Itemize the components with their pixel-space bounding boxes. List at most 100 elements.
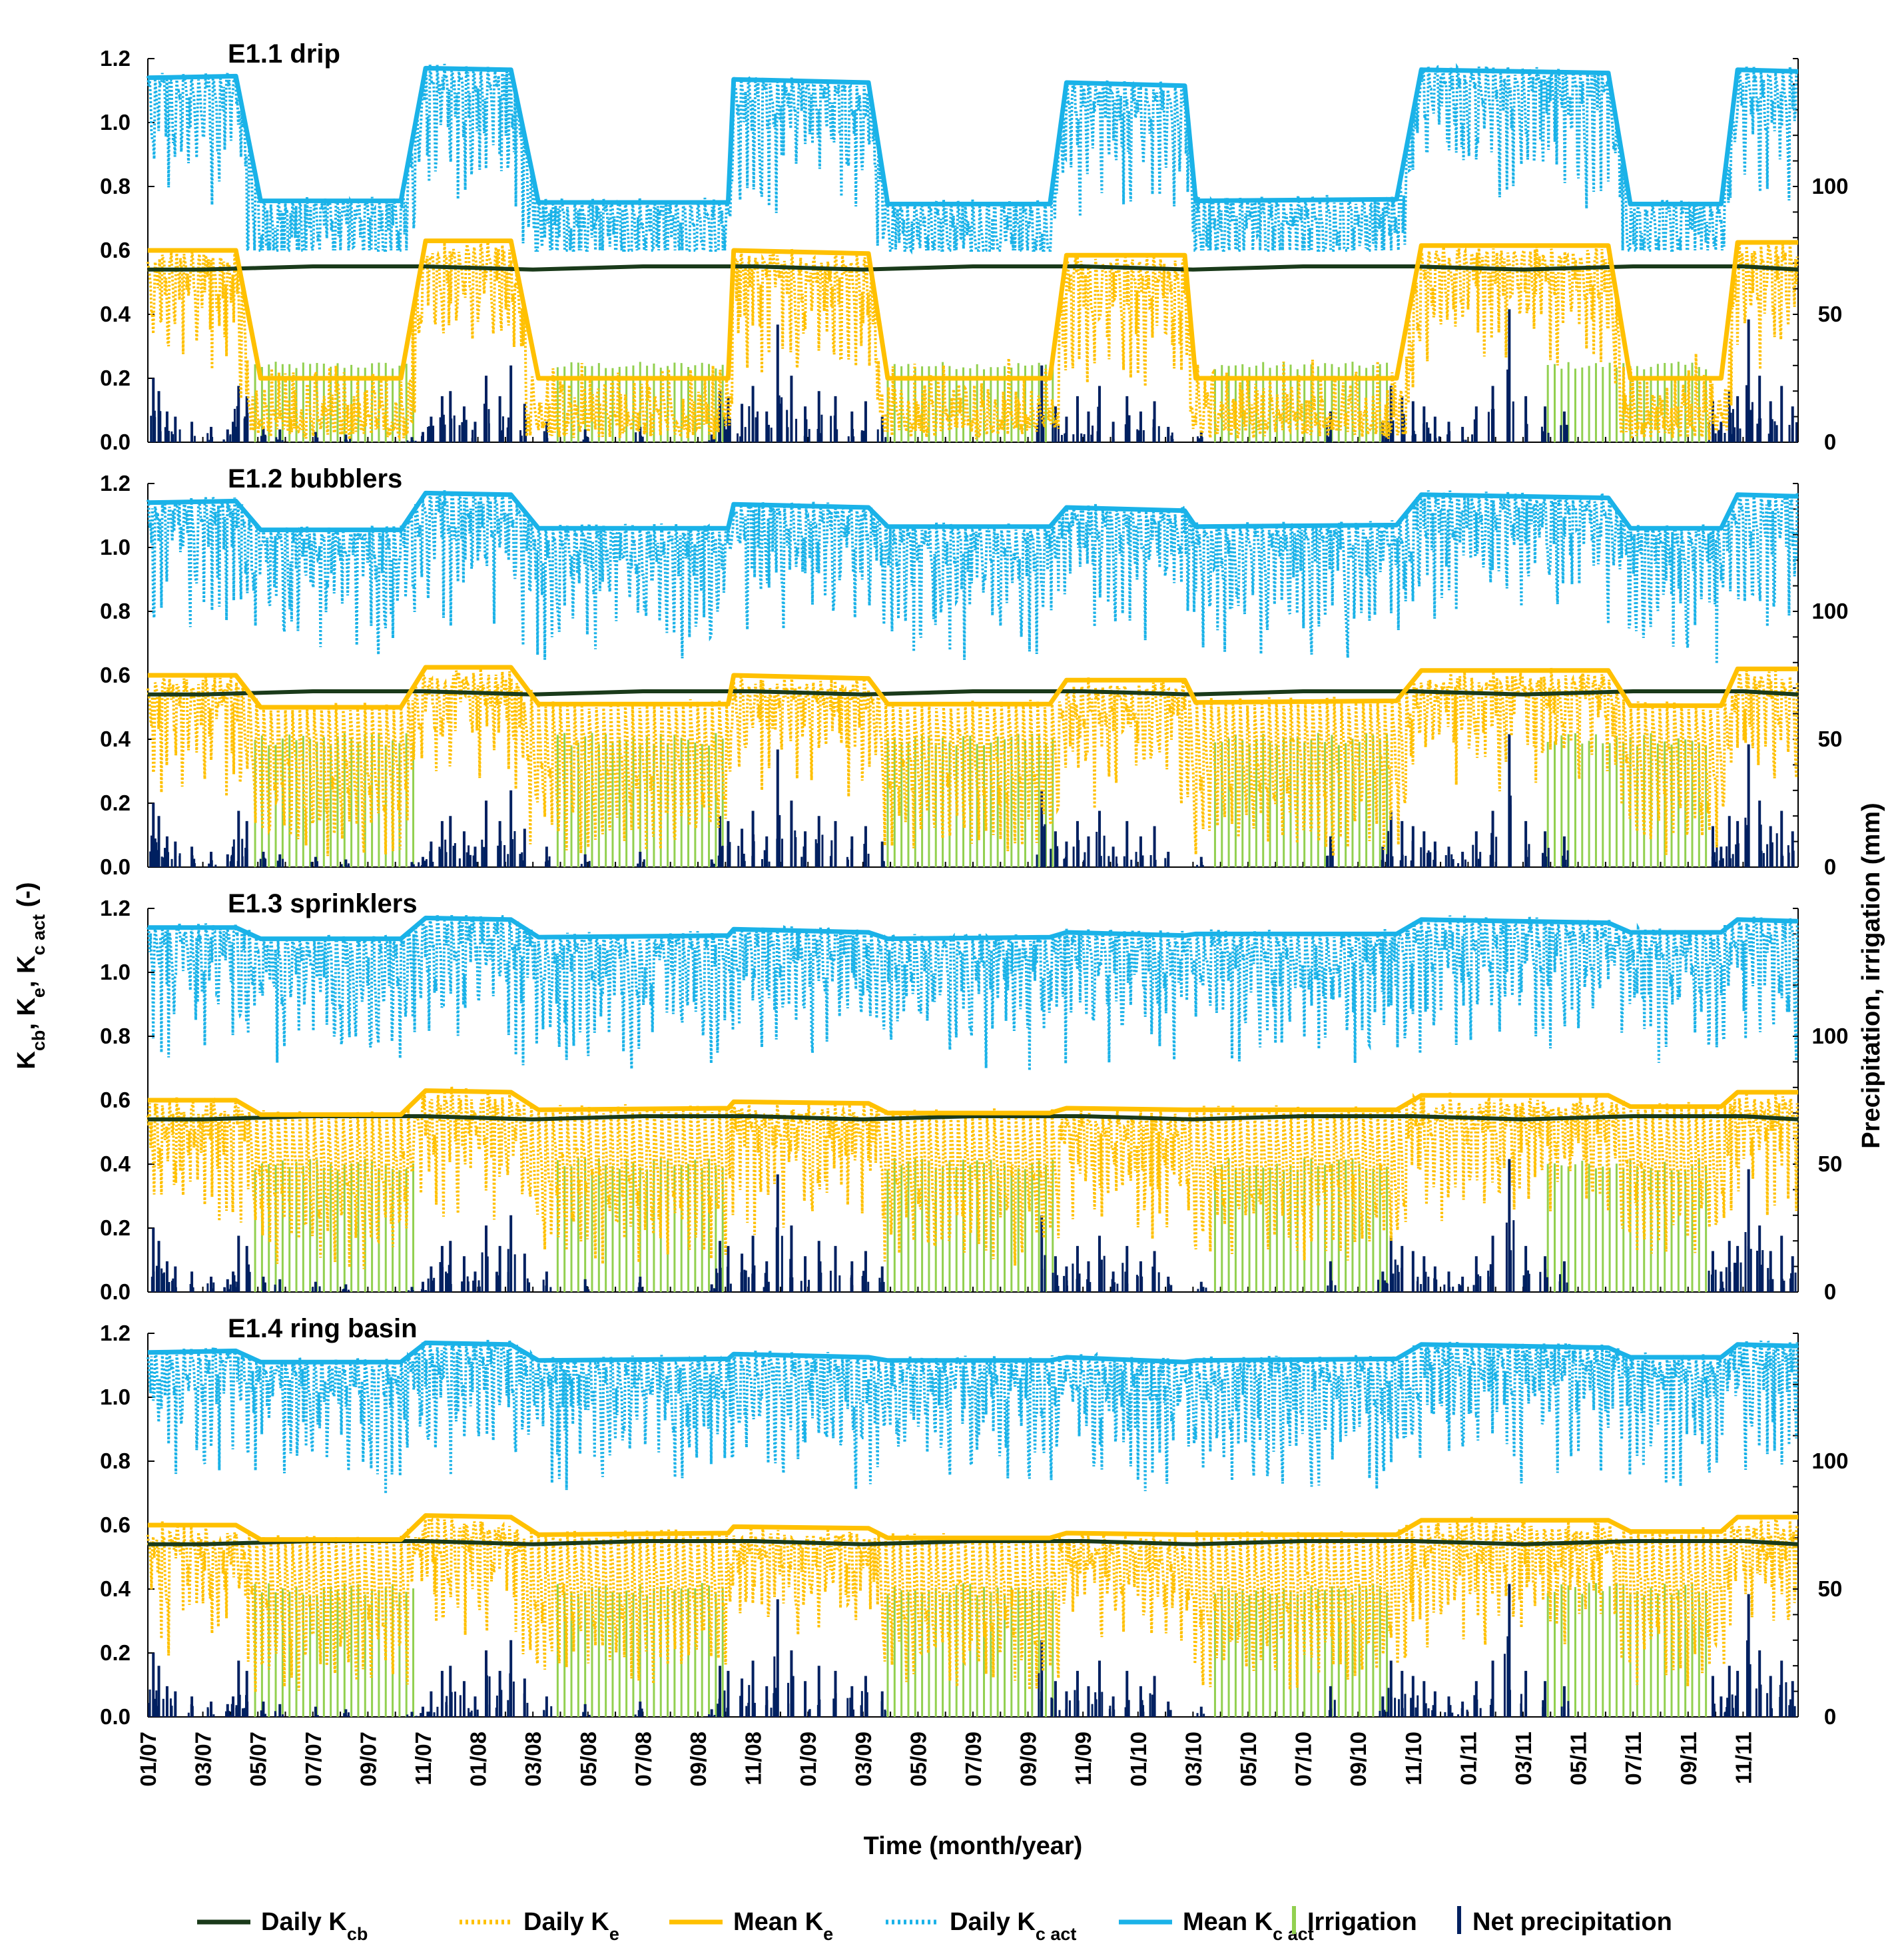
y-left-tick-label: 0.8 (100, 1449, 131, 1473)
y-right-tick-label: 50 (1818, 1151, 1843, 1176)
x-tick-label: 05/07 (246, 1732, 270, 1787)
y-left-tick-label: 0.0 (100, 1704, 131, 1729)
y-right-tick-label: 50 (1818, 302, 1843, 326)
y-left-tick-label: 0.0 (100, 430, 131, 454)
y-right-tick-label: 100 (1811, 1024, 1848, 1048)
x-tick-label: 03/07 (191, 1732, 216, 1787)
legend-label-main: Irrigation (1307, 1908, 1417, 1936)
y-right-tick-label: 100 (1811, 599, 1848, 623)
ke-mean-line (148, 1088, 1798, 1118)
panel-1: 0.0 0.2 0.4 0.6 0.8 1.0 1.2 0 50 100 E1.1 drip (100, 39, 1848, 454)
x-tick-label: 01/09 (796, 1732, 820, 1787)
y-left-tick-label: 0.2 (100, 366, 131, 390)
net-precipitation-series (149, 734, 1795, 867)
legend-label-sub: c act (1036, 1924, 1077, 1944)
panel-title: E1.1 drip (228, 39, 340, 69)
x-tick-label: 07/07 (301, 1732, 326, 1787)
kc-act-daily-line (147, 490, 1799, 664)
panel-4: 0.0 0.2 0.4 0.6 0.8 1.0 1.2 0 50 100 E1.4 ring bas… (100, 1314, 1848, 1729)
x-tick-label: 09/08 (686, 1732, 711, 1787)
y-left-tick-label: 0.0 (100, 1279, 131, 1304)
x-tick-label: 09/10 (1346, 1732, 1371, 1787)
panel-3: 0.0 0.2 0.4 0.6 0.8 1.0 1.2 0 50 100 E1.3 sprinkle… (100, 889, 1848, 1304)
y-left-tick-label: 0.8 (100, 599, 131, 623)
y-right-tick-label: 0 (1824, 1704, 1836, 1729)
legend-item-precip: Net precipitation (1457, 1906, 1672, 1936)
y-left-tick-label: 0.4 (100, 1576, 131, 1601)
y-left-tick-label: 1.2 (100, 471, 131, 495)
x-tick-label: 09/07 (356, 1732, 380, 1787)
legend-label-main: Daily K (950, 1908, 1036, 1936)
y-left-tick-label: 1.0 (100, 1385, 131, 1409)
panel-title: E1.2 bubblers (228, 464, 402, 493)
legend-item-ke_mean: Mean Ke (669, 1908, 833, 1944)
kc-act-mean-line (147, 65, 1799, 206)
kcb-daily-line (148, 689, 1799, 697)
x-tick-label: 01/07 (136, 1732, 160, 1787)
ke-daily-line (147, 667, 1799, 856)
kcb-daily-line (148, 1114, 1799, 1122)
ke-mean-line (148, 238, 1798, 381)
y-axis-left-title-part: (-) (13, 882, 41, 914)
y-left-tick-label: 0.8 (100, 1024, 131, 1048)
y-axis-right-title: Precipitation, irrigation (mm) (1857, 803, 1885, 1148)
net-precipitation-series (151, 1159, 1797, 1292)
legend-label: Net precipitation (1472, 1908, 1672, 1936)
y-left-tick-label: 1.2 (100, 46, 131, 71)
y-axis-left-title-part: e (29, 988, 49, 998)
legend-label-sub: cb (347, 1924, 368, 1944)
y-left-tick-label: 0.2 (100, 1640, 131, 1665)
ke-mean-line (148, 665, 1798, 710)
y-axis-left-title-part: cb (29, 1030, 49, 1052)
y-right-tick-label: 0 (1824, 854, 1836, 879)
x-tick-label: 05/08 (576, 1732, 601, 1787)
x-tick-label: 09/11 (1676, 1732, 1701, 1786)
x-axis-title: Time (month/year) (864, 1832, 1083, 1860)
legend-label: Irrigation (1307, 1908, 1417, 1936)
x-tick-label: 01/10 (1126, 1732, 1151, 1787)
y-left-tick-label: 0.2 (100, 791, 131, 815)
y-left-tick-label: 0.6 (100, 238, 131, 262)
y-left-tick-label: 1.0 (100, 960, 131, 984)
panel-title: E1.3 sprinklers (228, 889, 418, 918)
y-left-tick-label: 0.4 (100, 727, 131, 751)
legend-label: Daily Kcb (261, 1908, 368, 1944)
y-axis-left-title-part: , K (13, 998, 41, 1030)
legend: Daily Kcb Daily Ke Mean Ke Daily Kc act Mean… (197, 1906, 1672, 1944)
kcb-daily-line (148, 1539, 1799, 1546)
y-right-tick-label: 100 (1811, 174, 1848, 198)
net-precipitation-series (150, 309, 1797, 442)
kc-act-mean-line (147, 490, 1799, 533)
x-tick-label: 05/10 (1236, 1732, 1261, 1787)
y-right-tick-label: 0 (1824, 430, 1836, 454)
x-tick-label: 01/11 (1456, 1732, 1480, 1786)
x-tick-label: 05/11 (1566, 1732, 1591, 1786)
x-tick-label: 05/09 (906, 1732, 930, 1787)
y-left-tick-label: 0.8 (100, 174, 131, 198)
y-right-tick-label: 100 (1811, 1449, 1848, 1473)
kc-act-mean-line (148, 915, 1799, 942)
y-left-tick-label: 0.6 (100, 1088, 131, 1112)
legend-label-main: Daily K (261, 1908, 347, 1936)
y-axis-left-title-part: c act (29, 914, 49, 956)
y-right-tick-label: 50 (1818, 1576, 1843, 1601)
x-tick-label: 07/09 (961, 1732, 986, 1787)
x-tick-label: 07/08 (631, 1732, 655, 1787)
panel-title: E1.4 ring basin (228, 1314, 418, 1343)
legend-item-irrigation: Irrigation (1292, 1906, 1417, 1936)
panel-2: 0.0 0.2 0.4 0.6 0.8 1.0 1.2 0 50 100 E1.2 bubblers (100, 464, 1848, 879)
y-left-tick-label: 1.0 (100, 110, 131, 135)
y-left-tick-label: 1.0 (100, 535, 131, 559)
x-tick-label: 07/10 (1291, 1732, 1316, 1787)
legend-label-main: Mean K (733, 1908, 824, 1936)
y-left-tick-label: 1.2 (100, 896, 131, 920)
legend-label-main: Net precipitation (1472, 1908, 1672, 1936)
x-tick-label: 11/08 (741, 1732, 766, 1786)
x-tick-label: 11/11 (1731, 1732, 1755, 1784)
legend-label: Daily Kc act (950, 1908, 1076, 1944)
net-precipitation-series (148, 1584, 1796, 1717)
legend-label: Mean Ke (733, 1908, 833, 1944)
x-tick-label: 03/10 (1181, 1732, 1205, 1787)
legend-item-ke_daily: Daily Ke (460, 1908, 619, 1944)
x-tick-label: 07/11 (1621, 1732, 1646, 1786)
